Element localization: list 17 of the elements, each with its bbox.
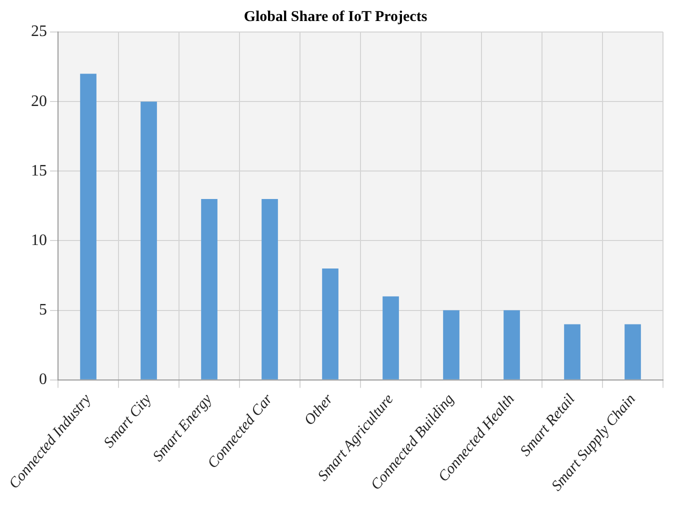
y-tick-label: 10 bbox=[31, 232, 48, 249]
bar bbox=[201, 198, 218, 380]
y-tick-label: 5 bbox=[39, 301, 48, 318]
bar bbox=[443, 310, 460, 380]
y-tick-label: 20 bbox=[31, 92, 48, 110]
chart-title: Global Share of IoT Projects bbox=[244, 8, 428, 25]
y-tick-label: 15 bbox=[31, 162, 48, 180]
bar bbox=[322, 268, 338, 380]
bar bbox=[564, 324, 580, 380]
bar bbox=[624, 324, 641, 380]
bar bbox=[262, 198, 278, 380]
bar bbox=[382, 296, 399, 380]
y-tick-label: 25 bbox=[31, 23, 48, 40]
y-tick-label: 0 bbox=[39, 371, 48, 388]
bar bbox=[140, 102, 157, 380]
bar bbox=[504, 310, 520, 380]
bar bbox=[80, 74, 96, 380]
